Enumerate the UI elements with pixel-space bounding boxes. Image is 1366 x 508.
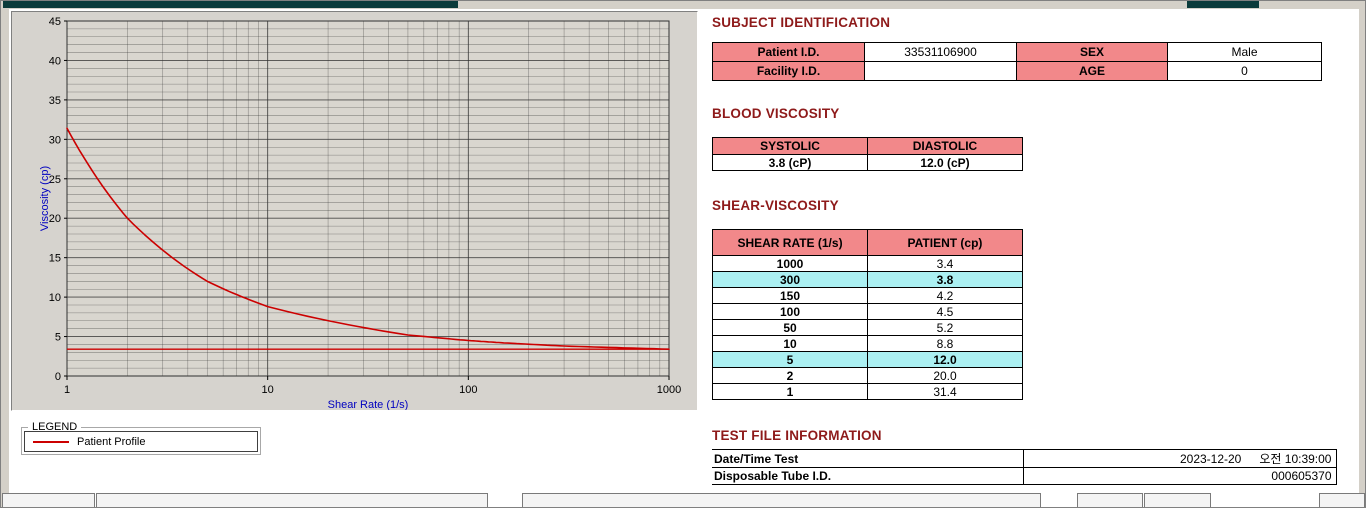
bottom-button[interactable]: [96, 493, 488, 507]
bottom-button[interactable]: [2, 493, 95, 507]
patient-id-label: Patient I.D.: [712, 42, 865, 62]
blood-viscosity-title: BLOOD VISCOSITY: [712, 106, 840, 121]
svg-text:1: 1: [64, 384, 70, 396]
shear-rate-cell: 1: [712, 383, 868, 400]
svg-text:40: 40: [49, 55, 61, 67]
svg-text:100: 100: [459, 384, 477, 396]
legend-box: Patient Profile: [24, 431, 258, 452]
svg-text:0: 0: [55, 371, 61, 383]
shear-rate-cell: 50: [712, 319, 868, 336]
svg-text:Viscosity (cp): Viscosity (cp): [39, 166, 51, 231]
shear-row: 300 3.8: [712, 271, 1023, 288]
tube-id-value: 000605370: [1022, 467, 1337, 485]
table-row: 3.8 (cP) 12.0 (cP): [712, 154, 1023, 171]
shear-rate-cell: 2: [712, 367, 868, 384]
table-row: Facility I.D. AGE 0: [712, 61, 1322, 81]
subject-identification-title: SUBJECT IDENTIFICATION: [712, 15, 891, 30]
svg-text:10: 10: [262, 384, 274, 396]
shear-viscosity-title: SHEAR-VISCOSITY: [712, 198, 839, 213]
legend-entry-label: Patient Profile: [77, 435, 146, 448]
patient-value-cell: 4.5: [867, 303, 1023, 320]
bottom-button[interactable]: [1077, 493, 1143, 507]
shear-row: 100 4.5: [712, 303, 1023, 320]
systolic-header: SYSTOLIC: [712, 137, 868, 155]
svg-text:15: 15: [49, 253, 61, 265]
blood-viscosity-table: SYSTOLIC DIASTOLIC 3.8 (cP) 12.0 (cP): [712, 137, 1023, 171]
viscosity-chart-panel: 0 5 10 15 20 25 30 35 40 45 1 10 100 1000 Shear Rate (…: [11, 11, 698, 411]
age-label: AGE: [1016, 61, 1168, 81]
tube-id-label: Disposable Tube I.D.: [712, 467, 1024, 485]
table-row: Date/Time Test 2023-12-20 오전 10:39:00: [712, 449, 1337, 468]
shear-rate-cell: 300: [712, 271, 868, 288]
table-row: Disposable Tube I.D. 000605370: [712, 467, 1337, 485]
titlebar-fragment-right: [1187, 1, 1259, 8]
svg-text:1000: 1000: [657, 384, 681, 396]
legend-series-swatch: [33, 440, 69, 443]
shear-rate-cell: 150: [712, 287, 868, 304]
diastolic-header: DIASTOLIC: [867, 137, 1023, 155]
viscosity-chart: 0 5 10 15 20 25 30 35 40 45 1 10 100 1000 Shear Rate (…: [39, 16, 681, 410]
facility-id-label: Facility I.D.: [712, 61, 865, 81]
table-row: SHEAR RATE (1/s) PATIENT (cp): [712, 229, 1023, 256]
systolic-value: 3.8 (cP): [712, 154, 868, 171]
titlebar-fragment-left: [3, 1, 458, 8]
shear-viscosity-table: SHEAR RATE (1/s) PATIENT (cp) 1000 3.4 300…: [712, 229, 1023, 400]
shear-row: 150 4.2: [712, 287, 1023, 304]
sex-label: SEX: [1016, 42, 1168, 62]
patient-value-cell: 3.4: [867, 255, 1023, 272]
date-time-value: 2023-12-20 오전 10:39:00: [1022, 449, 1337, 468]
legend-group: LEGEND Patient Profile: [21, 421, 261, 455]
bottom-button[interactable]: [1319, 493, 1365, 507]
test-file-information-table: Date/Time Test 2023-12-20 오전 10:39:00 Dis…: [712, 449, 1337, 485]
shear-row: 50 5.2: [712, 319, 1023, 336]
table-row: Patient I.D. 33531106900 SEX Male: [712, 42, 1322, 62]
shear-rate-cell: 5: [712, 351, 868, 368]
shear-rate-cell: 1000: [712, 255, 868, 272]
patient-value-cell: 12.0: [867, 351, 1023, 368]
patient-id-value: 33531106900: [864, 42, 1017, 62]
date-time-label: Date/Time Test: [712, 449, 1024, 468]
patient-header: PATIENT (cp): [867, 229, 1023, 256]
svg-text:5: 5: [55, 332, 61, 344]
test-file-information-title: TEST FILE INFORMATION: [712, 428, 882, 443]
shear-rate-cell: 10: [712, 335, 868, 352]
patient-value-cell: 3.8: [867, 271, 1023, 288]
bottom-button[interactable]: [1144, 493, 1211, 507]
age-value: 0: [1167, 61, 1322, 81]
patient-value-cell: 31.4: [867, 383, 1023, 400]
svg-text:20: 20: [49, 213, 61, 225]
shear-row: 5 12.0: [712, 351, 1023, 368]
svg-text:10: 10: [49, 292, 61, 304]
svg-text:35: 35: [49, 95, 61, 107]
diastolic-value: 12.0 (cP): [867, 154, 1023, 171]
legend-group-label: LEGEND: [28, 421, 82, 433]
sex-value: Male: [1167, 42, 1322, 62]
patient-value-cell: 5.2: [867, 319, 1023, 336]
test-date: 2023-12-20: [1179, 452, 1242, 466]
shear-row: 10 8.8: [712, 335, 1023, 352]
patient-value-cell: 8.8: [867, 335, 1023, 352]
shear-row: 1000 3.4: [712, 255, 1023, 272]
svg-text:45: 45: [49, 16, 61, 28]
shear-rate-header: SHEAR RATE (1/s): [712, 229, 868, 256]
shear-row: 2 20.0: [712, 367, 1023, 384]
shear-row: 1 31.4: [712, 383, 1023, 400]
test-time: 오전 10:39:00: [1259, 452, 1332, 466]
facility-id-value: [864, 61, 1017, 81]
svg-text:30: 30: [49, 134, 61, 146]
report-data-panel: SUBJECT IDENTIFICATION Patient I.D. 3353…: [712, 1, 1365, 507]
table-row: SYSTOLIC DIASTOLIC: [712, 137, 1023, 155]
shear-rate-cell: 100: [712, 303, 868, 320]
bottom-button[interactable]: [522, 493, 1041, 507]
subject-identification-table: Patient I.D. 33531106900 SEX Male Facili…: [712, 42, 1322, 81]
patient-value-cell: 4.2: [867, 287, 1023, 304]
svg-text:25: 25: [49, 174, 61, 186]
svg-text:Shear Rate (1/s): Shear Rate (1/s): [328, 399, 409, 410]
patient-value-cell: 20.0: [867, 367, 1023, 384]
